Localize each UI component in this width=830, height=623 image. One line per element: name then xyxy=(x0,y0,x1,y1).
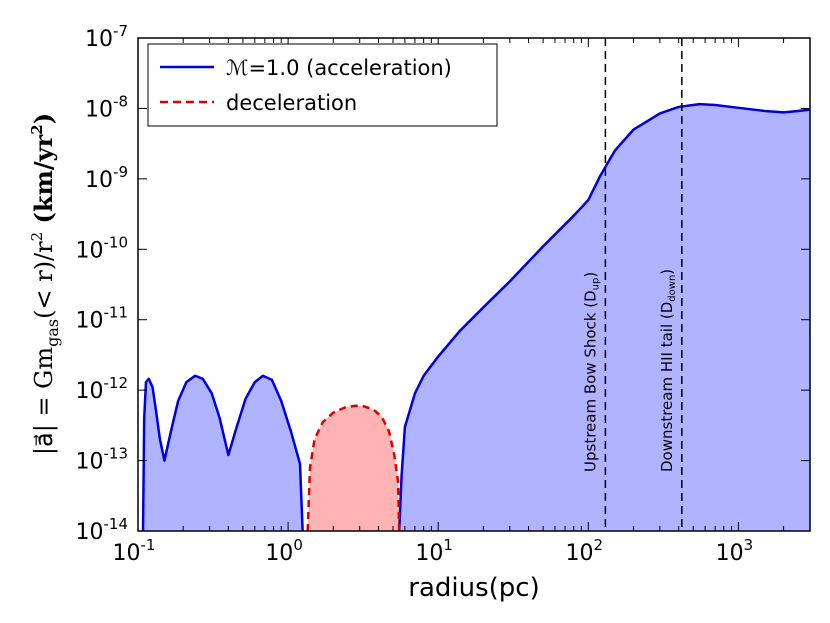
y-tick-base: 10 xyxy=(76,238,104,263)
x-tick-label: 10-1 xyxy=(113,536,156,566)
y-tick-base: 10 xyxy=(76,450,104,475)
ylabel-sup: 2 xyxy=(28,232,46,242)
y-tick-label: 10-7 xyxy=(85,22,128,52)
y-tick-label: 10-14 xyxy=(76,515,129,545)
y-tick-label: 10-12 xyxy=(76,374,129,404)
vline-label-sub-0: up xyxy=(590,278,601,291)
x-tick-exp: 3 xyxy=(744,536,754,554)
y-axis-label: |a⃗| = Gmgas(< r)/r2 (km/yr2) xyxy=(28,113,62,455)
y-tick-base: 10 xyxy=(85,168,113,193)
legend-label-acceleration: ℳ=1.0 (acceleration) xyxy=(226,56,452,80)
vline-layer xyxy=(604,38,683,531)
x-tick-base: 10 xyxy=(415,541,443,566)
x-tick-exp: 0 xyxy=(293,536,303,554)
x-tick-base: 10 xyxy=(265,541,293,566)
legend-label-deceleration: deceleration xyxy=(226,91,357,115)
y-tick-label: 10-10 xyxy=(76,233,129,263)
y-tick-base: 10 xyxy=(85,27,113,52)
x-tick-base: 10 xyxy=(566,541,594,566)
x-tick-label: 100 xyxy=(265,536,303,566)
vline-label-layer: Upstream Bow Shock (Dup)Downstream HII t… xyxy=(581,269,677,472)
y-tick-base: 10 xyxy=(76,309,104,334)
ylabel-units-open: (km/yr xyxy=(29,134,58,231)
y-tick-base: 10 xyxy=(76,379,104,404)
ylabel-units-close: ) xyxy=(29,113,58,124)
vline-label-1: Downstream HII tail (Ddown) xyxy=(658,269,678,472)
x-tick-label: 103 xyxy=(716,536,754,566)
ylabel-middle: (< r)/r xyxy=(30,241,58,319)
vline-label-sub-1: down xyxy=(667,275,678,302)
y-tick-label: 10-13 xyxy=(76,445,129,475)
vline-label-close-1: ) xyxy=(658,269,676,275)
ylabel-units-sup: 2 xyxy=(28,124,46,134)
y-tick-label: 10-11 xyxy=(76,304,129,334)
x-tick-base: 10 xyxy=(716,541,744,566)
y-tick-exp: -10 xyxy=(104,233,129,251)
y-tick-base: 10 xyxy=(85,97,113,122)
ylabel-sub: gas xyxy=(43,319,62,347)
x-tick-base: 10 xyxy=(113,541,141,566)
x-tick-label: 102 xyxy=(566,536,604,566)
tick-layer xyxy=(137,37,811,532)
line-layer xyxy=(141,102,811,532)
y-tick-exp: -12 xyxy=(104,374,129,392)
vline-label-0: Upstream Bow Shock (Dup) xyxy=(581,272,601,472)
plot-frame xyxy=(137,37,811,532)
y-tick-base: 10 xyxy=(76,520,104,545)
y-tick-exp: -9 xyxy=(113,163,128,181)
y-tick-exp: -14 xyxy=(104,515,129,533)
vline-label-main-1: Downstream HII tail (D xyxy=(658,302,676,472)
series-line-acceleration_outer xyxy=(397,102,811,532)
x-axis-label: radius(pc) xyxy=(408,573,539,603)
legend: ℳ=1.0 (acceleration) deceleration xyxy=(147,43,498,127)
x-tick-exp: 2 xyxy=(594,536,604,554)
fill-layer xyxy=(143,104,810,532)
series-fill-acceleration_outer xyxy=(399,104,810,532)
y-tick-exp: -7 xyxy=(113,22,128,40)
x-tick-exp: -1 xyxy=(141,536,156,554)
x-tick-exp: 1 xyxy=(443,536,453,554)
x-tick-labels: 10-1 100 101 102 103 xyxy=(113,536,754,566)
x-tick-label: 101 xyxy=(415,536,453,566)
vline-label-close-0: ) xyxy=(581,272,599,278)
ylabel-prefix: |a⃗| = Gm xyxy=(30,347,59,455)
y-tick-exp: -13 xyxy=(104,445,129,463)
y-tick-exp: -8 xyxy=(113,92,128,110)
y-tick-exp: -11 xyxy=(104,304,129,322)
vline-label-main-0: Upstream Bow Shock (D xyxy=(581,290,599,472)
legend-box xyxy=(147,43,498,127)
series-fill-deceleration xyxy=(307,405,400,531)
y-tick-label: 10-9 xyxy=(85,163,128,193)
series-fill-acceleration xyxy=(143,375,303,531)
y-tick-label: 10-8 xyxy=(85,92,128,122)
series-line-acceleration xyxy=(141,374,304,532)
